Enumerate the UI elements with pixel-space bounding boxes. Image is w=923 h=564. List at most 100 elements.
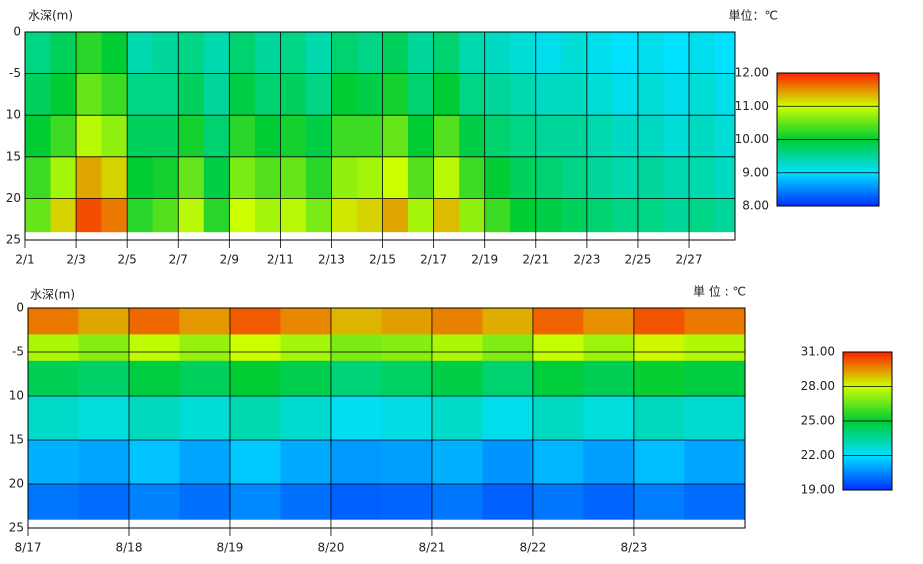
heat-cell xyxy=(612,156,639,199)
heat-cell xyxy=(76,156,103,199)
heat-cell xyxy=(637,115,664,158)
x-tick-label: 2/3 xyxy=(66,253,85,267)
heat-cell xyxy=(330,360,382,397)
heat-cell xyxy=(76,32,103,75)
y-tick-label: 20 xyxy=(9,477,24,491)
heat-cell xyxy=(229,440,281,485)
heat-cell xyxy=(663,73,690,116)
heat-cell xyxy=(637,156,664,199)
heat-cell xyxy=(482,396,534,441)
heat-cell xyxy=(229,73,256,116)
heat-cell xyxy=(357,32,384,75)
heat-cell xyxy=(532,360,584,397)
heat-cell xyxy=(431,308,483,335)
x-tick-label: 8/19 xyxy=(216,541,243,555)
heat-cell xyxy=(178,115,205,158)
heat-cell xyxy=(684,334,746,362)
heat-cell xyxy=(381,334,433,362)
heat-cell xyxy=(535,32,562,75)
heat-cell xyxy=(482,484,534,520)
heat-cell xyxy=(28,360,79,397)
heat-cell xyxy=(433,198,460,233)
heat-cell xyxy=(25,115,52,158)
heat-cell xyxy=(305,115,332,158)
y-tick-label: 10 xyxy=(9,389,24,403)
heat-cell xyxy=(127,156,154,199)
heat-cell xyxy=(152,115,179,158)
heat-cell xyxy=(433,156,460,199)
heat-cell xyxy=(76,115,103,158)
colorbar-label: 25.00 xyxy=(801,414,835,428)
heat-cell xyxy=(684,484,746,520)
heat-cell xyxy=(178,156,205,199)
heat-cell xyxy=(128,484,180,520)
heat-cell xyxy=(203,32,230,75)
heat-cell xyxy=(431,334,483,362)
heat-cell xyxy=(482,360,534,397)
heat-cell xyxy=(382,73,409,116)
heat-cell xyxy=(78,334,130,362)
heat-cell xyxy=(152,156,179,199)
heat-cell xyxy=(561,73,588,116)
heat-cell xyxy=(382,115,409,158)
heat-cell xyxy=(128,360,180,397)
heat-cell xyxy=(254,115,281,158)
heat-cell xyxy=(433,73,460,116)
heat-cell xyxy=(482,308,534,335)
x-tick-label: 2/5 xyxy=(118,253,137,267)
heat-cell xyxy=(484,156,511,199)
heat-cell xyxy=(101,198,128,233)
heat-cell xyxy=(50,198,77,233)
heat-cell xyxy=(25,198,52,233)
heat-cell xyxy=(714,32,736,75)
heat-cell xyxy=(684,360,746,397)
heat-cell xyxy=(229,360,281,397)
heat-cell xyxy=(78,360,130,397)
heat-cell xyxy=(229,32,256,75)
heat-cell xyxy=(280,156,307,199)
heat-cell xyxy=(484,32,511,75)
heat-cell xyxy=(586,198,613,233)
heat-cell xyxy=(408,115,435,158)
heat-cell xyxy=(633,440,685,485)
heat-cell xyxy=(179,440,231,485)
x-tick-label: 2/11 xyxy=(267,253,294,267)
heat-cell xyxy=(633,334,685,362)
heat-cell xyxy=(50,73,77,116)
heat-cell xyxy=(76,198,103,233)
heat-cell xyxy=(431,396,483,441)
heat-cell xyxy=(78,440,130,485)
heat-cell xyxy=(229,156,256,199)
heat-cell xyxy=(583,440,635,485)
y-axis-label: 水深(m) xyxy=(28,9,73,23)
heat-cell xyxy=(633,484,685,520)
heat-cell xyxy=(305,156,332,199)
heat-cell xyxy=(714,115,736,158)
heat-cell xyxy=(203,156,230,199)
heat-cell xyxy=(689,156,716,199)
heat-cell xyxy=(637,73,664,116)
heat-cell xyxy=(484,73,511,116)
heat-cell xyxy=(637,198,664,233)
heat-cell xyxy=(532,396,584,441)
colorbar-label: 10.00 xyxy=(735,132,769,146)
heat-cell xyxy=(254,198,281,233)
heat-cell xyxy=(459,198,486,233)
heat-cell xyxy=(305,73,332,116)
heat-cell xyxy=(50,156,77,199)
heat-cell xyxy=(357,73,384,116)
heat-cell xyxy=(535,73,562,116)
x-tick-label: 2/7 xyxy=(169,253,188,267)
heat-cell xyxy=(663,198,690,233)
heat-cell xyxy=(330,440,382,485)
heat-cell xyxy=(382,156,409,199)
heat-cell xyxy=(663,32,690,75)
heat-cell xyxy=(586,73,613,116)
heat-cell xyxy=(459,32,486,75)
heat-cell xyxy=(510,156,537,199)
heat-cell xyxy=(431,440,483,485)
heat-cell xyxy=(229,334,281,362)
heat-cell xyxy=(689,115,716,158)
heat-cell xyxy=(535,115,562,158)
